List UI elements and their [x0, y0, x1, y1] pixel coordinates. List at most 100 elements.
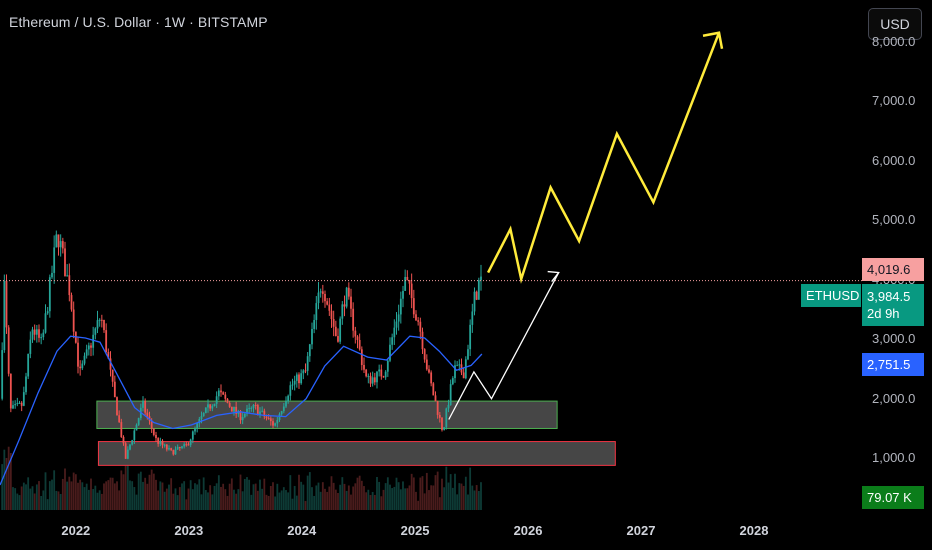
candle-body — [170, 448, 173, 451]
candle-body — [380, 369, 383, 377]
lines-layer — [0, 31, 862, 486]
volume-bar — [217, 475, 220, 510]
volume-bar — [163, 491, 166, 510]
y-tick-label: 7,000.0 — [872, 93, 916, 109]
candle-body — [176, 446, 179, 450]
volume-bar — [59, 494, 62, 510]
candle-body — [228, 402, 231, 407]
volume-bar — [237, 489, 240, 510]
y-tick-label: 6,000.0 — [872, 152, 916, 168]
volume-bar — [230, 478, 233, 510]
volume-bar — [53, 470, 56, 510]
candle-body — [235, 406, 238, 414]
candle-body — [59, 241, 62, 248]
candle-body — [178, 446, 181, 449]
candle-body — [386, 360, 389, 372]
candle-body — [250, 407, 253, 409]
volume-bar — [412, 477, 415, 510]
candle-body — [358, 339, 361, 350]
candle-body — [72, 309, 75, 332]
candle-body — [406, 276, 409, 281]
volume-bar — [133, 487, 136, 510]
volume-bar — [313, 495, 316, 510]
candle-body — [44, 313, 47, 333]
volume-bar — [434, 475, 437, 510]
volume-bar — [337, 493, 339, 510]
candle-body — [226, 398, 229, 403]
candle-body — [389, 344, 391, 361]
lower-zone-box[interactable] — [97, 441, 616, 466]
candle-body — [337, 336, 339, 342]
volume-bar — [120, 470, 123, 510]
volume-bar — [200, 494, 203, 510]
candle-body — [18, 402, 21, 404]
volume-bar — [178, 487, 181, 510]
candle-body — [135, 424, 138, 431]
x-tick-label: 2024 — [287, 523, 317, 538]
candle-body — [261, 410, 264, 412]
candle-body — [124, 443, 127, 459]
volume-bar — [185, 499, 188, 510]
candle-body — [430, 372, 433, 384]
volume-bar — [293, 485, 296, 510]
volume-bar — [291, 498, 294, 510]
volume-bar — [421, 476, 424, 510]
volume-bar — [352, 486, 355, 510]
support-zone-box[interactable] — [96, 400, 558, 429]
x-tick-label: 2023 — [174, 523, 204, 538]
candle-body — [196, 423, 199, 429]
volume-bar — [129, 480, 131, 510]
volume-bar — [25, 484, 27, 510]
volume-bar — [239, 474, 242, 510]
currency-button[interactable]: USD — [868, 8, 922, 40]
candle-body — [174, 449, 177, 455]
candle-body — [371, 377, 374, 384]
candle-body — [456, 365, 459, 367]
volume-badge: 79.07 K — [862, 486, 924, 509]
volume-bar — [326, 491, 329, 510]
volume-bar — [269, 485, 272, 510]
candle-body — [204, 407, 207, 413]
volume-bar — [386, 477, 389, 510]
volume-bar — [66, 481, 69, 510]
volume-bar — [475, 485, 478, 510]
volume-bar — [1, 464, 4, 510]
candle-body — [263, 410, 266, 417]
volume-bar — [113, 483, 116, 510]
candle-body — [347, 287, 350, 297]
candle-body — [111, 369, 114, 382]
volume-bar — [285, 490, 287, 510]
volume-bar — [55, 490, 58, 510]
volume-bar — [103, 483, 105, 510]
candle-body — [384, 371, 387, 378]
symbol-badge: ETHUSD — [801, 284, 861, 307]
volume-bar — [124, 465, 127, 510]
volume-bar — [464, 476, 467, 510]
candle-body — [157, 438, 160, 444]
candle-body — [81, 363, 84, 369]
candle-body — [256, 405, 259, 415]
candle-body — [252, 404, 255, 408]
volume-bar — [423, 493, 426, 510]
volume-bar — [211, 494, 214, 510]
volume-bar — [406, 488, 409, 510]
volume-bar — [274, 496, 277, 510]
candle-body — [412, 298, 415, 315]
volume-bar — [430, 485, 433, 510]
volume-bar — [146, 483, 149, 510]
volume-bar — [172, 493, 175, 510]
volume-bar — [345, 490, 348, 510]
candle-body — [451, 378, 454, 385]
white-projection-line[interactable] — [448, 272, 560, 420]
yellow-projection-line[interactable] — [486, 32, 721, 284]
volume-bar — [339, 484, 342, 510]
volume-bar — [278, 492, 281, 510]
candle-body — [477, 280, 480, 300]
volume-bar — [90, 478, 92, 510]
volume-bar — [111, 477, 114, 510]
candle-body — [185, 444, 188, 446]
candle-body — [38, 329, 40, 338]
candles-layer — [1, 230, 482, 460]
volume-bar — [473, 490, 476, 510]
